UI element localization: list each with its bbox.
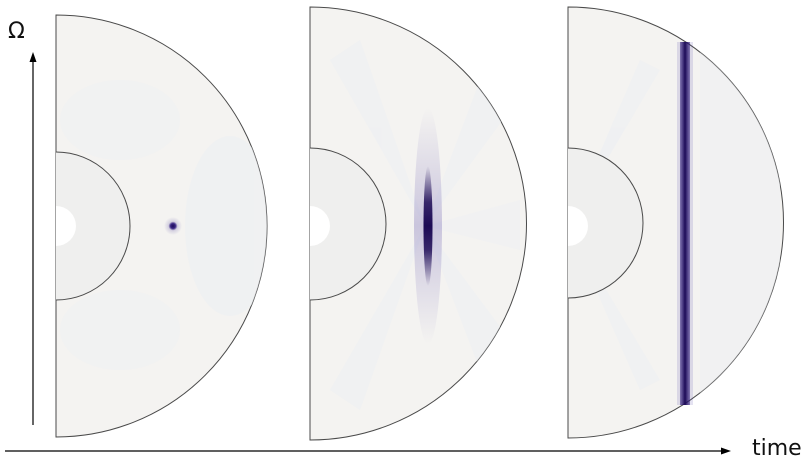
omega-axis-arrowhead	[29, 52, 37, 62]
inner-core-2	[309, 147, 387, 301]
disturbance-streak	[423, 166, 433, 286]
inner-cut-2	[310, 206, 330, 246]
omega-axis-label: Ω	[8, 19, 25, 44]
inner-core-1	[55, 151, 131, 301]
inner-core-3	[567, 147, 644, 299]
omega-axis	[29, 52, 37, 425]
inner-cut-3	[568, 206, 588, 246]
time-axis-label: time	[752, 436, 802, 461]
disturbance-line	[680, 42, 690, 405]
inner-cut-1	[56, 206, 76, 246]
time-axis-arrowhead	[721, 447, 731, 455]
panel-1	[55, 14, 268, 438]
time-axis	[5, 447, 731, 455]
disturbance-point-core	[168, 221, 178, 231]
panel-3	[567, 6, 784, 439]
panel-2	[309, 6, 527, 441]
